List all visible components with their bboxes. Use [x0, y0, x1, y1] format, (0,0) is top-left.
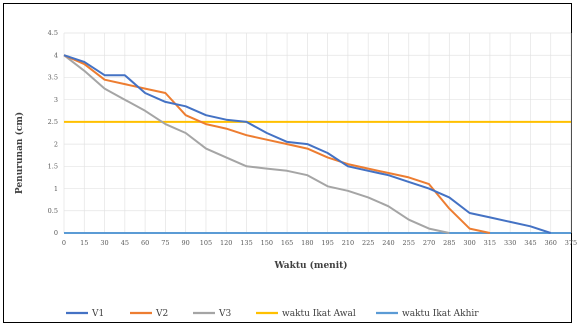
- legend-label: waktu Ikat Awal: [282, 309, 356, 319]
- x-tick-label: 45: [121, 239, 129, 247]
- grid: [63, 32, 572, 234]
- x-tick-label: 135: [240, 239, 252, 247]
- x-tick-label: 375: [565, 239, 577, 247]
- y-tick-label: 2: [54, 140, 58, 148]
- x-tick-label: 240: [382, 239, 394, 247]
- x-tick-label: 75: [161, 239, 169, 247]
- legend-label: V2: [155, 309, 168, 319]
- x-tick-label: 300: [463, 239, 475, 247]
- x-tick-label: 225: [362, 239, 374, 247]
- y-tick-label: 1.5: [48, 163, 58, 171]
- x-tick-label: 165: [281, 239, 293, 247]
- y-tick-label: 0: [54, 229, 58, 237]
- x-axis-ticks: 0 15 30 45 60 75 90 105 120 135 150 165 180 195 210 225…: [62, 239, 577, 247]
- x-tick-label: 270: [423, 239, 435, 247]
- x-tick-label: 150: [261, 239, 273, 247]
- legend-label: waktu Ikat Akhir: [402, 309, 479, 319]
- x-tick-label: 30: [100, 239, 108, 247]
- x-tick-label: 15: [80, 239, 88, 247]
- x-tick-label: 0: [62, 239, 66, 247]
- legend: V1 V2 V3 waktu Ikat Awal waktu Ikat Akhir: [66, 309, 479, 319]
- x-tick-label: 180: [301, 239, 313, 247]
- x-tick-label: 210: [342, 239, 354, 247]
- y-tick-label: 4.5: [48, 29, 58, 37]
- legend-label: V1: [91, 309, 104, 319]
- series-line-3: [63, 54, 450, 234]
- y-tick-label: 2.5: [48, 118, 58, 126]
- x-tick-label: 255: [403, 239, 415, 247]
- series-line-1: [63, 54, 552, 234]
- y-tick-label: 3: [54, 96, 58, 104]
- y-tick-label: 1: [54, 185, 58, 193]
- x-tick-label: 315: [484, 239, 496, 247]
- x-tick-label: 120: [220, 239, 232, 247]
- x-tick-label: 105: [200, 239, 212, 247]
- y-axis-ticks: 0 0.5 1 1.5 2 2.5 3 3.5 4 4.5: [48, 29, 58, 237]
- x-tick-label: 195: [321, 239, 333, 247]
- chart-frame: [3, 3, 572, 323]
- x-tick-label: 330: [504, 239, 516, 247]
- x-tick-label: 285: [443, 239, 455, 247]
- series-line-2: [63, 54, 491, 234]
- x-tick-label: 360: [545, 239, 557, 247]
- x-axis-label: Waktu (menit): [273, 260, 347, 271]
- x-tick-label: 345: [524, 239, 536, 247]
- x-tick-label: 60: [141, 239, 149, 247]
- series-lines: [63, 54, 571, 234]
- y-tick-label: 0.5: [48, 207, 58, 215]
- y-axis-label: Penurunan (cm): [14, 112, 25, 194]
- y-tick-label: 3.5: [48, 74, 58, 82]
- y-tick-label: 4: [54, 51, 58, 59]
- legend-label: V3: [218, 309, 231, 319]
- x-tick-label: 90: [182, 239, 190, 247]
